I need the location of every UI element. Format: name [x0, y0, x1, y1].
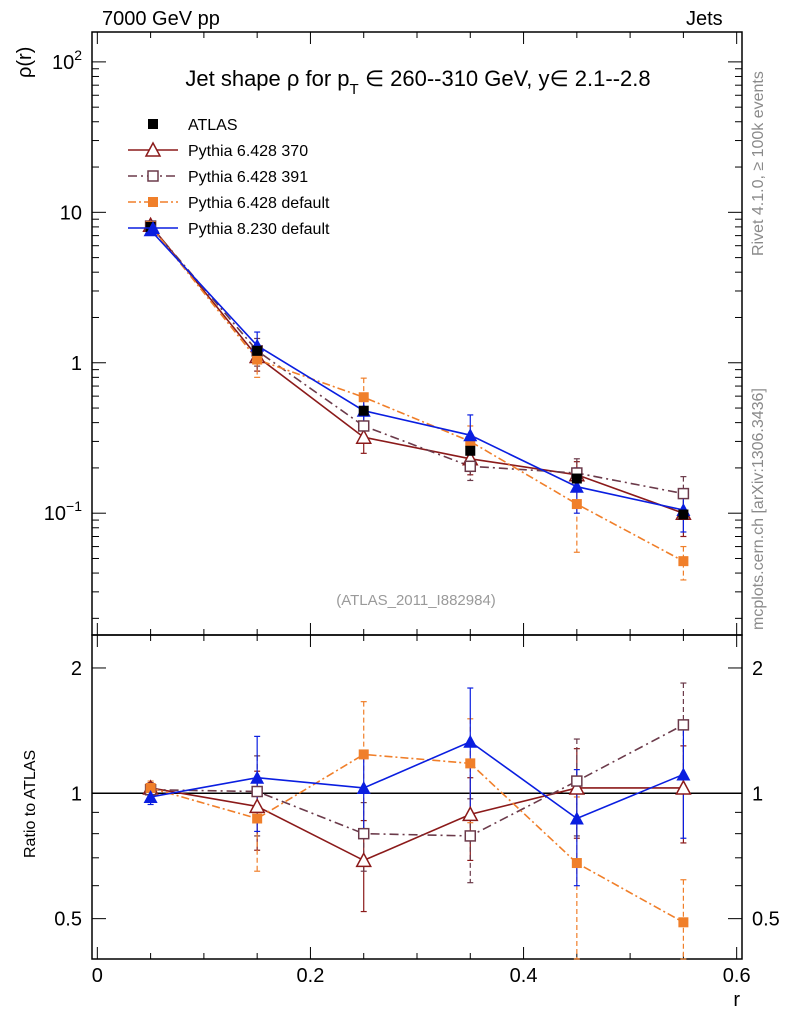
- point-pythia-6-428-default: [678, 556, 689, 567]
- point-pythia-6-428-370: [355, 428, 372, 444]
- ratio-point-pythia-8-230-default: [676, 767, 691, 781]
- ratio-y-tick-label: 0.5: [54, 909, 82, 931]
- ratio-point-pythia-6-428-default: [678, 917, 689, 928]
- ratio-line-pythia-8-230-default: [150, 740, 684, 820]
- point-atlas: [465, 445, 476, 456]
- ratio-point-pythia-8-230-default: [356, 780, 371, 794]
- title-post: ∈ 260--310 GeV, y∈ 2.1--2.8: [359, 66, 651, 91]
- point-pythia-6-428-default: [571, 499, 582, 510]
- point-pythia-6-428-default: [465, 436, 476, 447]
- upper-y-tick-label: 102: [52, 47, 82, 74]
- point-pythia-8-230-default: [569, 479, 584, 493]
- legend-label-pythia-6-428-370: Pythia 6.428 370: [188, 143, 308, 160]
- x-axis-label: r: [733, 989, 740, 1011]
- tick-base: 1: [71, 353, 82, 375]
- legend-label-atlas: ATLAS: [188, 117, 238, 134]
- ratio-point-pythia-6-428-370: [568, 779, 586, 795]
- ratio-point-pythia-8-230-default: [250, 770, 265, 784]
- ratio-point-pythia-8-230-default: [569, 811, 584, 825]
- legend-marker-pythia-6-428-391: [147, 170, 159, 182]
- ratio-point-pythia-6-428-default: [465, 758, 476, 769]
- point-atlas: [678, 509, 689, 520]
- title-subscript: T: [350, 81, 359, 98]
- ratio-plot-frame: [91, 634, 743, 960]
- legend-marker-pythia-6-428-default: [148, 197, 158, 207]
- tick-exponent: 2: [74, 47, 82, 63]
- upper-y-tick-label: 1: [71, 353, 82, 375]
- ratio-line-pythia-6-428-391: [150, 724, 684, 837]
- ratio-y-tick-label-right: 2: [752, 658, 763, 680]
- legend-marker-atlas: [148, 119, 158, 129]
- point-pythia-6-428-391: [464, 460, 477, 473]
- ratio-line-pythia-6-428-default: [150, 753, 684, 924]
- ratio-y-tick-label: 2: [71, 658, 82, 680]
- tick-exponent: −1: [66, 498, 82, 514]
- ratio-point-pythia-6-428-default: [571, 858, 582, 869]
- upper-y-tick-label: 10: [60, 202, 82, 224]
- point-pythia-6-428-default: [252, 354, 263, 365]
- analysis-label: (ATLAS_2011_I882984): [336, 592, 496, 609]
- ratio-point-pythia-6-428-391: [251, 785, 263, 798]
- ratio-point-pythia-8-230-default: [463, 734, 478, 748]
- legend-label-pythia-8-230-default: Pythia 8.230 default: [188, 221, 330, 238]
- line-pythia-6-428-370: [149, 224, 684, 514]
- ratio-y-tick-label-right: 1: [752, 783, 763, 805]
- point-atlas: [571, 473, 582, 484]
- legend-marker-pythia-6-428-370: [144, 141, 162, 157]
- legend-label-pythia-6-428-391: Pythia 6.428 391: [188, 169, 308, 186]
- upper-y-tick-label: 10−1: [44, 498, 82, 525]
- legend-marker-pythia-8-230-default: [146, 221, 160, 234]
- ratio-point-pythia-6-428-default: [252, 813, 263, 824]
- ratio-point-pythia-6-428-391: [677, 719, 690, 731]
- title-pre: Jet shape ρ for p: [185, 66, 349, 91]
- ratio-y-tick-label-right: 0.5: [752, 909, 780, 931]
- x-tick-label: 0.6: [723, 965, 751, 987]
- ratio-point-pythia-6-428-default: [358, 749, 369, 760]
- tick-base: 10: [52, 52, 74, 74]
- point-pythia-6-428-default: [358, 392, 369, 403]
- point-pythia-8-230-default: [463, 428, 478, 442]
- point-pythia-6-428-391: [677, 487, 690, 500]
- ratio-line-pythia-6-428-370: [150, 787, 684, 862]
- line-pythia-8-230-default: [150, 229, 684, 511]
- tick-base: 10: [44, 503, 66, 525]
- ratio-point-pythia-6-428-391: [571, 775, 583, 787]
- legend-label-pythia-6-428-default: Pythia 6.428 default: [188, 195, 330, 212]
- x-tick-label: 0: [92, 965, 103, 987]
- chart-title: Jet shape ρ for pT ∈ 260--310 GeV, y∈ 2.…: [185, 66, 650, 98]
- header-right: Jets: [686, 8, 723, 30]
- ratio-point-pythia-6-428-391: [464, 830, 477, 842]
- point-pythia-6-428-391: [357, 420, 370, 432]
- tick-base: 10: [60, 202, 82, 224]
- ratio-point-pythia-8-230-default: [143, 789, 158, 803]
- x-tick-label: 0.4: [510, 965, 538, 987]
- ratio-point-pythia-6-428-default: [145, 782, 156, 793]
- line-pythia-6-428-391: [149, 225, 684, 495]
- ratio-point-pythia-6-428-370: [675, 779, 692, 795]
- point-atlas: [252, 345, 263, 356]
- point-atlas: [358, 405, 369, 416]
- ratio-point-pythia-6-428-370: [462, 805, 479, 822]
- ratio-point-pythia-6-428-370: [248, 797, 266, 814]
- x-tick-label: 0.2: [297, 965, 325, 987]
- ratio-point-pythia-6-428-391: [357, 827, 370, 840]
- line-pythia-6-428-default: [149, 225, 684, 562]
- ratio-y-tick-label: 1: [71, 783, 82, 805]
- ratio-point-pythia-6-428-370: [355, 851, 372, 868]
- header-left: 7000 GeV pp: [102, 8, 220, 30]
